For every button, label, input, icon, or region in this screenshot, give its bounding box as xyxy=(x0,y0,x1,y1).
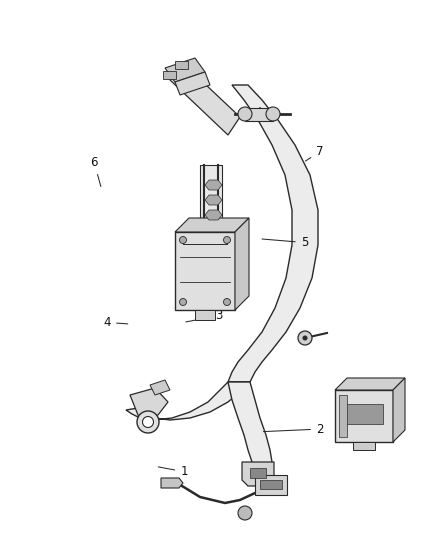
Polygon shape xyxy=(335,378,405,390)
Polygon shape xyxy=(228,85,318,382)
Polygon shape xyxy=(335,390,393,442)
Circle shape xyxy=(180,298,187,305)
Polygon shape xyxy=(163,71,176,79)
Polygon shape xyxy=(228,382,273,472)
Polygon shape xyxy=(175,61,188,69)
Circle shape xyxy=(142,416,153,427)
Text: 6: 6 xyxy=(90,156,101,187)
Polygon shape xyxy=(126,382,250,420)
Text: 1: 1 xyxy=(158,465,188,478)
Text: 7: 7 xyxy=(305,146,324,161)
Polygon shape xyxy=(393,378,405,442)
Polygon shape xyxy=(353,442,375,450)
Circle shape xyxy=(238,506,252,520)
Circle shape xyxy=(223,237,230,244)
Polygon shape xyxy=(200,165,222,232)
Text: 8: 8 xyxy=(191,71,201,91)
Circle shape xyxy=(238,107,252,121)
Polygon shape xyxy=(255,475,287,495)
Circle shape xyxy=(266,107,280,121)
Polygon shape xyxy=(345,404,383,424)
Text: 4: 4 xyxy=(103,316,128,329)
Polygon shape xyxy=(242,462,274,486)
Polygon shape xyxy=(175,232,235,310)
Polygon shape xyxy=(339,395,347,437)
Polygon shape xyxy=(205,210,222,220)
Polygon shape xyxy=(175,218,249,232)
Text: 2: 2 xyxy=(263,423,324,435)
Circle shape xyxy=(180,237,187,244)
Circle shape xyxy=(137,411,159,433)
Polygon shape xyxy=(260,480,282,489)
Polygon shape xyxy=(130,388,168,420)
Circle shape xyxy=(298,331,312,345)
Polygon shape xyxy=(250,468,266,478)
Polygon shape xyxy=(175,72,210,95)
Polygon shape xyxy=(165,58,205,82)
Circle shape xyxy=(303,335,307,341)
Text: 3: 3 xyxy=(186,309,223,322)
Polygon shape xyxy=(161,478,183,488)
Circle shape xyxy=(223,298,230,305)
Polygon shape xyxy=(205,180,222,190)
Polygon shape xyxy=(205,195,222,205)
Polygon shape xyxy=(150,380,170,395)
Text: 5: 5 xyxy=(262,236,308,249)
Polygon shape xyxy=(170,67,240,135)
Polygon shape xyxy=(235,218,249,310)
Polygon shape xyxy=(195,310,215,320)
Bar xyxy=(245,108,273,121)
